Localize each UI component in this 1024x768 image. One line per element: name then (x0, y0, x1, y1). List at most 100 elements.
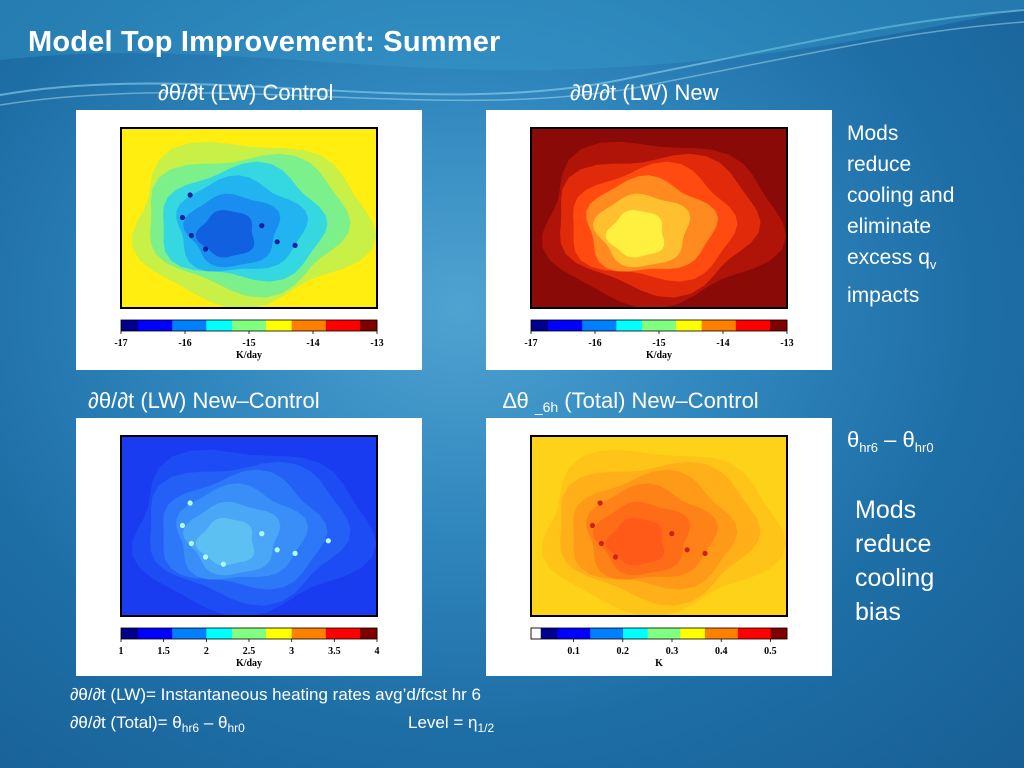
colorbar-cell (138, 628, 148, 639)
map-frame (120, 435, 378, 617)
colorbar-cell (693, 320, 703, 331)
panel-title-total-diff: ∆θ _6h (Total) New–Control (503, 388, 759, 415)
station-dot (589, 522, 596, 529)
colorbar: -17 -16 -15 -14 -13 K/day (114, 319, 384, 361)
colorbar-cell (556, 320, 566, 331)
contour-level (195, 210, 255, 258)
colorbar-cell (257, 628, 267, 639)
colorbar-cell (121, 628, 131, 639)
colorbar-cell (539, 320, 549, 331)
station-dot (684, 547, 690, 553)
station-dot (220, 561, 226, 567)
station-dot (187, 500, 193, 506)
colorbar-cell (231, 320, 241, 331)
colorbar-cell (180, 628, 190, 639)
map-panel-total-diff: 0.1 0.2 0.3 0.4 0.5 K (486, 418, 832, 676)
colorbar: 0.1 0.2 0.3 0.4 0.5 K (530, 627, 788, 669)
colorbar-cell (769, 320, 779, 331)
colorbar-cell (146, 628, 156, 639)
colorbar-cell (624, 320, 634, 331)
station-dot (202, 554, 209, 560)
colorbar-cell (214, 320, 224, 331)
colorbar-cell (359, 320, 369, 331)
map-field (121, 128, 377, 309)
colorbar-cell (565, 320, 575, 331)
colorbar-cell (705, 628, 714, 639)
colorbar-cell (761, 320, 771, 331)
colorbar-cell (650, 320, 660, 331)
colorbar-cell (762, 628, 772, 639)
colorbar-cell (121, 320, 131, 331)
colorbar-cell (300, 320, 310, 331)
colorbar-cell (163, 320, 173, 331)
colorbar-cell (565, 628, 575, 639)
colorbar-cell (531, 320, 541, 331)
station-dot (325, 538, 331, 544)
colorbar-cell (684, 320, 694, 331)
colorbar-frame (530, 627, 788, 640)
colorbar-cell (368, 320, 378, 331)
station-dot (202, 246, 209, 252)
colorbar-tick-label: 4 (375, 646, 380, 657)
colorbar-cell (664, 628, 673, 639)
colorbar-tick-label: 0.1 (567, 646, 580, 657)
contour-level (195, 518, 255, 566)
colorbar-tick-label: 3 (289, 646, 294, 657)
colorbar-cell (614, 628, 624, 639)
footnote-lw-definition: ∂θ/∂t (LW)= Instantaneous heating rates … (70, 685, 482, 704)
map-lw-diff: 1 1.5 2 2.5 3 3.5 4 K/day (119, 435, 380, 669)
colorbar-cell (206, 320, 216, 331)
colorbar-cell (778, 628, 788, 639)
colorbar-unit-label: K/day (236, 658, 262, 669)
map-frame (530, 127, 788, 309)
colorbar-cell (549, 628, 558, 639)
colorbar-cell (631, 628, 640, 639)
colorbar-cell (342, 628, 352, 639)
station-dot (179, 522, 186, 529)
colorbar-cell (729, 628, 739, 639)
colorbar-cell (231, 628, 241, 639)
colorbar-cell (308, 320, 318, 331)
colorbar-cell (598, 628, 608, 639)
colorbar-cell (718, 320, 728, 331)
colorbar-cell (197, 628, 207, 639)
map-total-diff: 0.1 0.2 0.3 0.4 0.5 K (530, 435, 788, 669)
colorbar-cell (138, 320, 148, 331)
colorbar-cell (351, 628, 361, 639)
colorbar-cell (274, 628, 284, 639)
map-frame (120, 127, 378, 309)
panel-title-lw-diff: ∂θ/∂t (LW) New–Control (88, 388, 320, 413)
station-dot (187, 192, 193, 198)
map-panel-lw-new: -17 -16 -15 -14 -13 K/day (486, 110, 832, 370)
footnote-level: Level = η1/2 (408, 713, 495, 735)
colorbar-tick-label: -16 (178, 338, 191, 349)
colorbar-cell (659, 320, 669, 331)
colorbar-cell (129, 628, 139, 639)
colorbar-tick-label: 0.5 (764, 646, 777, 657)
colorbar-cell (713, 628, 722, 639)
colorbar-cell (155, 320, 165, 331)
colorbar-cell (672, 628, 681, 639)
colorbar-cell (257, 320, 267, 331)
colorbar-cell (680, 628, 690, 639)
colorbar-cell (189, 628, 199, 639)
map-frame (530, 435, 788, 617)
colorbar-cell (778, 320, 788, 331)
colorbar-cell (623, 628, 632, 639)
colorbar-cell (676, 320, 686, 331)
panel-title-lw-new: ∂θ/∂t (LW) New (570, 80, 719, 105)
colorbar-cell (283, 320, 293, 331)
colorbar-tick-label: 3.5 (328, 646, 341, 657)
colorbar-cell (283, 628, 293, 639)
colorbar-cell (599, 320, 609, 331)
colorbar-cell (334, 628, 344, 639)
colorbar-cell (737, 628, 747, 639)
colorbar-tick-label: -15 (242, 338, 255, 349)
slide-title: Model Top Improvement: Summer (28, 26, 501, 58)
map-field (531, 436, 787, 617)
colorbar-tick-label: 0.3 (666, 646, 679, 657)
colorbar-tick-label: -14 (306, 338, 319, 349)
colorbar-cell (308, 628, 318, 639)
station-dot (179, 214, 186, 221)
note-mods-reduce-cooling-qv: Mods reduce cooling and eliminate excess… (847, 122, 955, 307)
